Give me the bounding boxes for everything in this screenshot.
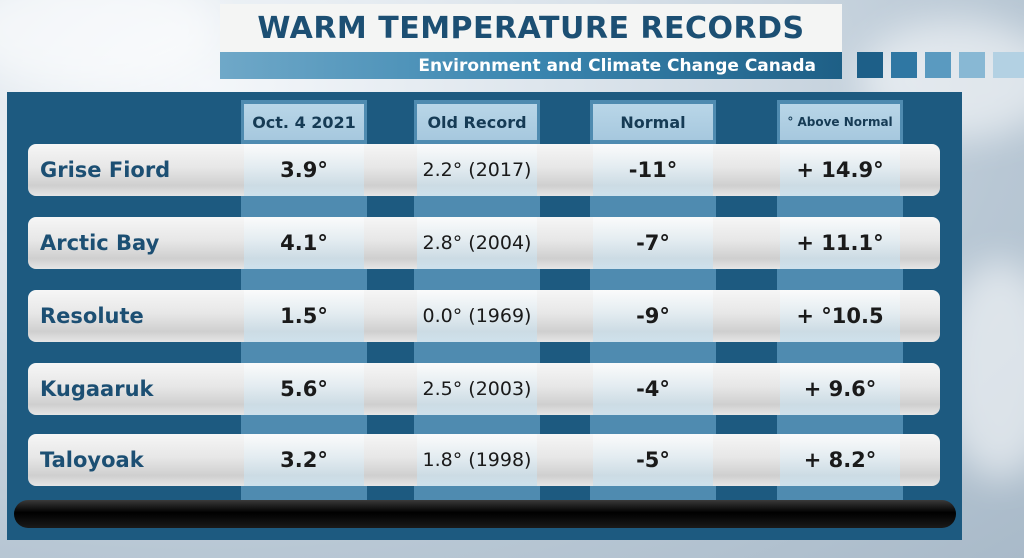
city-name: Kugaaruk <box>40 377 154 401</box>
old-record: 1.8° (1998) <box>417 434 537 486</box>
subtitle-banner: Environment and Climate Change Canada <box>220 52 842 79</box>
column-header-today: Oct. 4 2021 <box>244 104 364 140</box>
normal-temp: -9° <box>593 290 713 342</box>
source-subtitle: Environment and Climate Change Canada <box>418 55 816 76</box>
old-record: 0.0° (1969) <box>417 290 537 342</box>
bottom-bar <box>14 500 956 528</box>
table-row: Kugaaruk 5.6° 2.5° (2003) -4° + 9.6° <box>28 363 940 415</box>
table-row: Resolute 1.5° 0.0° (1969) -9° + °10.5 <box>28 290 940 342</box>
city-name: Resolute <box>40 304 144 328</box>
decorative-square <box>857 52 883 78</box>
above-normal: + 14.9° <box>780 144 900 196</box>
today-temp: 5.6° <box>244 363 364 415</box>
old-record: 2.8° (2004) <box>417 217 537 269</box>
page-title: WARM TEMPERATURE RECORDS <box>257 10 805 46</box>
old-record: 2.5° (2003) <box>417 363 537 415</box>
normal-temp: -4° <box>593 363 713 415</box>
old-record: 2.2° (2017) <box>417 144 537 196</box>
city-name: Taloyoak <box>40 448 144 472</box>
above-normal: + 9.6° <box>780 363 900 415</box>
normal-temp: -7° <box>593 217 713 269</box>
column-header-old-record: Old Record <box>417 104 537 140</box>
decorative-square <box>891 52 917 78</box>
column-header-normal: Normal <box>593 104 713 140</box>
cloud-decoration <box>0 0 220 90</box>
above-normal: + 11.1° <box>780 217 900 269</box>
table-row: Arctic Bay 4.1° 2.8° (2004) -7° + 11.1° <box>28 217 940 269</box>
decorative-square <box>993 52 1024 78</box>
city-name: Grise Fiord <box>40 158 171 182</box>
normal-temp: -11° <box>593 144 713 196</box>
above-normal: + 8.2° <box>780 434 900 486</box>
decorative-square <box>925 52 951 78</box>
today-temp: 1.5° <box>244 290 364 342</box>
today-temp: 3.2° <box>244 434 364 486</box>
normal-temp: -5° <box>593 434 713 486</box>
table-row: Grise Fiord 3.9° 2.2° (2017) -11° + 14.9… <box>28 144 940 196</box>
column-header-above-normal: ° Above Normal <box>780 104 900 140</box>
city-name: Arctic Bay <box>40 231 160 255</box>
today-temp: 3.9° <box>244 144 364 196</box>
above-normal: + °10.5 <box>780 290 900 342</box>
table-row: Taloyoak 3.2° 1.8° (1998) -5° + 8.2° <box>28 434 940 486</box>
decorative-square <box>959 52 985 78</box>
today-temp: 4.1° <box>244 217 364 269</box>
title-banner: WARM TEMPERATURE RECORDS <box>220 4 842 52</box>
